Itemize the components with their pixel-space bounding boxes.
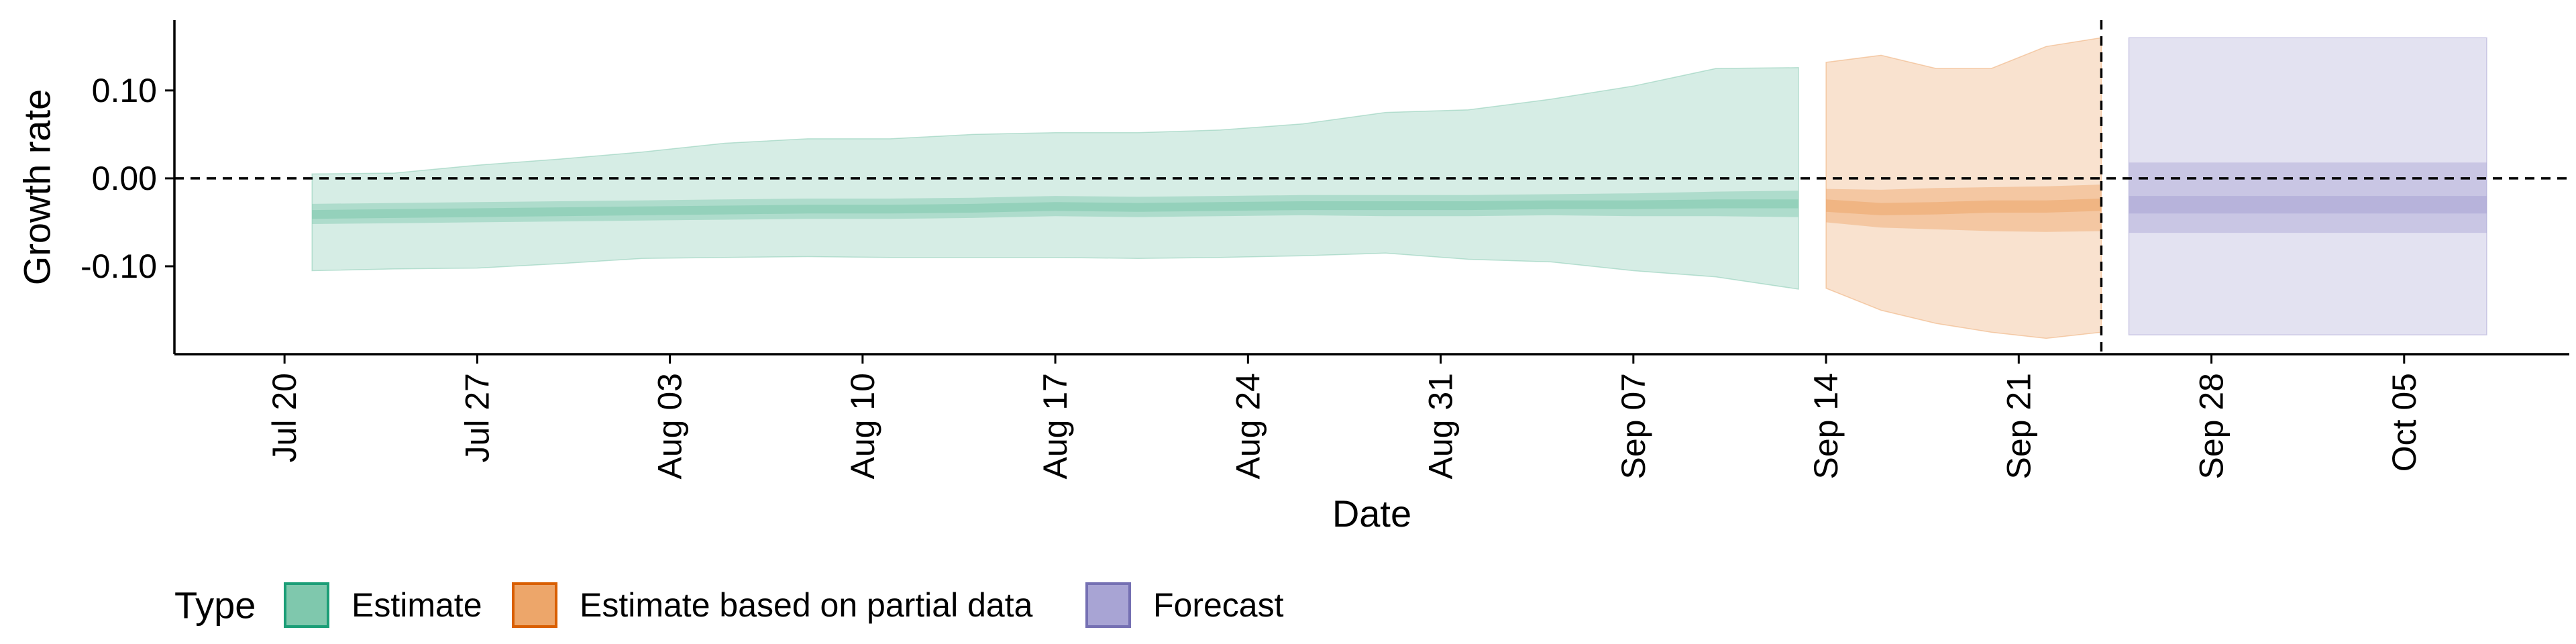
x-tick-label-8: Sep 14 — [1807, 373, 1845, 479]
x-axis-title: Date — [1332, 492, 1411, 535]
reference-lines — [174, 20, 2569, 354]
legend-label-0: Estimate — [352, 586, 482, 624]
series-1-band-20 — [1826, 199, 2102, 215]
series-0-bands — [311, 67, 1799, 290]
series-1-bands — [1825, 37, 2102, 339]
legend-item-0: Estimate — [284, 582, 482, 628]
uncertainty-bands — [311, 37, 2487, 339]
legend: Type Estimate Estimate based on partial da… — [174, 582, 1284, 628]
x-tick-label-5: Aug 24 — [1229, 373, 1267, 479]
y-axis-title: Growth rate — [16, 89, 58, 286]
x-tick-label-1: Jul 27 — [458, 373, 496, 462]
x-tick-label-9: Sep 21 — [2000, 373, 2037, 479]
series-2-bands — [2128, 37, 2487, 335]
y-tick-label-1: 0.00 — [92, 160, 157, 197]
x-tick-label-10: Sep 28 — [2193, 373, 2231, 479]
legend-swatch-1 — [512, 582, 557, 628]
x-tick-label-6: Aug 31 — [1422, 373, 1460, 479]
x-tick-label-7: Sep 07 — [1615, 373, 1652, 479]
legend-item-2: Forecast — [1085, 582, 1284, 628]
y-tick-label-2: -0.10 — [80, 248, 157, 285]
series-0-band-90 — [311, 67, 1799, 290]
x-tick-label-3: Aug 10 — [844, 373, 881, 479]
axes: 0.10 0.00 -0.10 Jul 20 Jul 27 Aug 03 Aug 10 Aug… — [80, 20, 2569, 479]
legend-item-1: Estimate based on partial data — [512, 582, 1033, 628]
series-2-band-90 — [2128, 37, 2487, 335]
legend-swatch-0 — [284, 582, 329, 628]
legend-label-2: Forecast — [1153, 586, 1284, 624]
series-2-band-20 — [2129, 196, 2487, 214]
x-tick-label-0: Jul 20 — [266, 373, 303, 462]
x-tick-label-4: Aug 17 — [1036, 373, 1074, 479]
legend-swatch-2 — [1085, 582, 1131, 628]
y-tick-label-0: 0.10 — [92, 72, 157, 109]
legend-title: Type — [174, 584, 256, 627]
series-0-band-20 — [312, 199, 1799, 219]
axis-labels: Date Growth rate — [16, 89, 1412, 535]
legend-label-1: Estimate based on partial data — [580, 586, 1033, 624]
x-tick-label-11: Oct 05 — [2385, 373, 2423, 472]
x-tick-label-2: Aug 03 — [651, 373, 689, 479]
